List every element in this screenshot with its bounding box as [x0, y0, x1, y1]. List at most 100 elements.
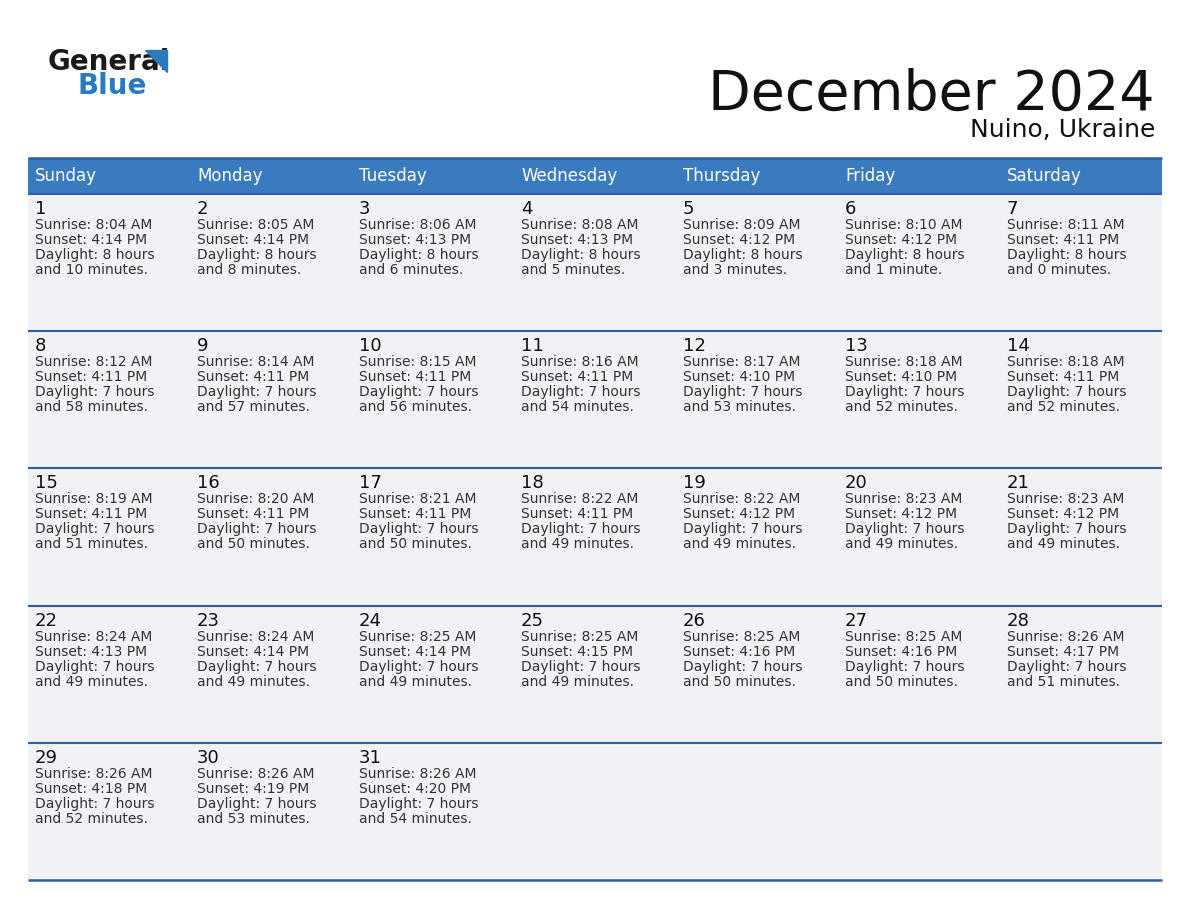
FancyBboxPatch shape	[1000, 468, 1162, 606]
Text: Sunrise: 8:16 AM: Sunrise: 8:16 AM	[522, 355, 639, 369]
Text: Daylight: 8 hours: Daylight: 8 hours	[683, 248, 803, 262]
Text: 20: 20	[845, 475, 867, 492]
Text: 3: 3	[359, 200, 371, 218]
Text: Sunrise: 8:26 AM: Sunrise: 8:26 AM	[359, 767, 476, 781]
FancyBboxPatch shape	[190, 468, 352, 606]
Text: Sunset: 4:12 PM: Sunset: 4:12 PM	[845, 508, 958, 521]
Text: and 52 minutes.: and 52 minutes.	[845, 400, 958, 414]
Text: Sunrise: 8:20 AM: Sunrise: 8:20 AM	[197, 492, 315, 507]
Text: Daylight: 7 hours: Daylight: 7 hours	[522, 522, 640, 536]
Text: Sunset: 4:13 PM: Sunset: 4:13 PM	[359, 233, 472, 247]
Text: Daylight: 7 hours: Daylight: 7 hours	[1007, 386, 1126, 399]
Text: Sunset: 4:10 PM: Sunset: 4:10 PM	[845, 370, 958, 385]
FancyBboxPatch shape	[29, 606, 190, 743]
FancyBboxPatch shape	[29, 468, 190, 606]
Text: and 49 minutes.: and 49 minutes.	[34, 675, 148, 688]
Text: Sunset: 4:11 PM: Sunset: 4:11 PM	[359, 370, 472, 385]
FancyBboxPatch shape	[1000, 743, 1162, 880]
Text: 23: 23	[197, 611, 220, 630]
FancyBboxPatch shape	[29, 743, 190, 880]
Text: Daylight: 7 hours: Daylight: 7 hours	[359, 660, 479, 674]
Text: 17: 17	[359, 475, 381, 492]
Text: Sunset: 4:12 PM: Sunset: 4:12 PM	[845, 233, 958, 247]
Text: and 50 minutes.: and 50 minutes.	[845, 675, 958, 688]
FancyBboxPatch shape	[1000, 606, 1162, 743]
Text: Sunset: 4:14 PM: Sunset: 4:14 PM	[34, 233, 147, 247]
Text: Sunset: 4:19 PM: Sunset: 4:19 PM	[197, 782, 309, 796]
Text: and 1 minute.: and 1 minute.	[845, 263, 942, 277]
Text: Sunrise: 8:17 AM: Sunrise: 8:17 AM	[683, 355, 801, 369]
Text: Daylight: 7 hours: Daylight: 7 hours	[522, 660, 640, 674]
Text: 4: 4	[522, 200, 532, 218]
Text: and 51 minutes.: and 51 minutes.	[1007, 675, 1120, 688]
Text: Daylight: 8 hours: Daylight: 8 hours	[845, 248, 965, 262]
Text: 7: 7	[1007, 200, 1018, 218]
Text: 16: 16	[197, 475, 220, 492]
Text: and 49 minutes.: and 49 minutes.	[197, 675, 310, 688]
Text: Daylight: 7 hours: Daylight: 7 hours	[683, 386, 803, 399]
Text: Daylight: 7 hours: Daylight: 7 hours	[683, 522, 803, 536]
FancyBboxPatch shape	[514, 606, 676, 743]
FancyBboxPatch shape	[29, 158, 1162, 194]
FancyBboxPatch shape	[514, 468, 676, 606]
Text: Sunrise: 8:24 AM: Sunrise: 8:24 AM	[34, 630, 152, 644]
Text: Daylight: 8 hours: Daylight: 8 hours	[197, 248, 317, 262]
Text: Daylight: 8 hours: Daylight: 8 hours	[522, 248, 640, 262]
FancyBboxPatch shape	[514, 331, 676, 468]
Text: Sunrise: 8:18 AM: Sunrise: 8:18 AM	[845, 355, 962, 369]
Text: Daylight: 7 hours: Daylight: 7 hours	[1007, 522, 1126, 536]
FancyBboxPatch shape	[838, 194, 1000, 331]
Text: Sunset: 4:10 PM: Sunset: 4:10 PM	[683, 370, 795, 385]
Text: Daylight: 7 hours: Daylight: 7 hours	[522, 386, 640, 399]
FancyBboxPatch shape	[676, 743, 838, 880]
Text: and 49 minutes.: and 49 minutes.	[359, 675, 472, 688]
Text: Sunday: Sunday	[34, 167, 97, 185]
Text: Sunset: 4:11 PM: Sunset: 4:11 PM	[197, 370, 309, 385]
Text: Daylight: 8 hours: Daylight: 8 hours	[34, 248, 154, 262]
Text: Sunrise: 8:25 AM: Sunrise: 8:25 AM	[522, 630, 638, 644]
Text: Daylight: 8 hours: Daylight: 8 hours	[359, 248, 479, 262]
Text: Sunrise: 8:08 AM: Sunrise: 8:08 AM	[522, 218, 638, 232]
Text: December 2024: December 2024	[708, 68, 1155, 122]
FancyBboxPatch shape	[352, 468, 514, 606]
Text: Sunset: 4:11 PM: Sunset: 4:11 PM	[34, 370, 147, 385]
FancyBboxPatch shape	[190, 743, 352, 880]
Text: 15: 15	[34, 475, 58, 492]
Text: Daylight: 8 hours: Daylight: 8 hours	[1007, 248, 1126, 262]
Text: Sunset: 4:14 PM: Sunset: 4:14 PM	[359, 644, 472, 658]
Text: Sunset: 4:11 PM: Sunset: 4:11 PM	[522, 508, 633, 521]
Text: and 49 minutes.: and 49 minutes.	[683, 537, 796, 552]
FancyBboxPatch shape	[352, 743, 514, 880]
Text: 24: 24	[359, 611, 383, 630]
Text: 31: 31	[359, 749, 381, 767]
Text: Sunset: 4:17 PM: Sunset: 4:17 PM	[1007, 644, 1119, 658]
FancyBboxPatch shape	[352, 606, 514, 743]
Text: Daylight: 7 hours: Daylight: 7 hours	[197, 522, 316, 536]
Text: Sunset: 4:12 PM: Sunset: 4:12 PM	[1007, 508, 1119, 521]
Text: Sunset: 4:11 PM: Sunset: 4:11 PM	[522, 370, 633, 385]
Text: and 0 minutes.: and 0 minutes.	[1007, 263, 1111, 277]
FancyBboxPatch shape	[190, 194, 352, 331]
Text: and 51 minutes.: and 51 minutes.	[34, 537, 148, 552]
Text: and 57 minutes.: and 57 minutes.	[197, 400, 310, 414]
FancyBboxPatch shape	[352, 194, 514, 331]
Text: and 54 minutes.: and 54 minutes.	[522, 400, 634, 414]
Text: and 53 minutes.: and 53 minutes.	[683, 400, 796, 414]
Text: and 5 minutes.: and 5 minutes.	[522, 263, 625, 277]
FancyBboxPatch shape	[29, 331, 190, 468]
Text: and 56 minutes.: and 56 minutes.	[359, 400, 472, 414]
Text: 21: 21	[1007, 475, 1030, 492]
Text: Daylight: 7 hours: Daylight: 7 hours	[845, 660, 965, 674]
Text: Sunset: 4:11 PM: Sunset: 4:11 PM	[1007, 370, 1119, 385]
Text: Sunset: 4:14 PM: Sunset: 4:14 PM	[197, 644, 309, 658]
Text: 22: 22	[34, 611, 58, 630]
Text: Daylight: 7 hours: Daylight: 7 hours	[197, 386, 316, 399]
Text: 26: 26	[683, 611, 706, 630]
Text: Sunset: 4:11 PM: Sunset: 4:11 PM	[197, 508, 309, 521]
FancyBboxPatch shape	[676, 468, 838, 606]
Text: 2: 2	[197, 200, 209, 218]
Text: Sunrise: 8:22 AM: Sunrise: 8:22 AM	[522, 492, 638, 507]
Text: 29: 29	[34, 749, 58, 767]
Text: Monday: Monday	[197, 167, 263, 185]
Text: Sunrise: 8:24 AM: Sunrise: 8:24 AM	[197, 630, 315, 644]
